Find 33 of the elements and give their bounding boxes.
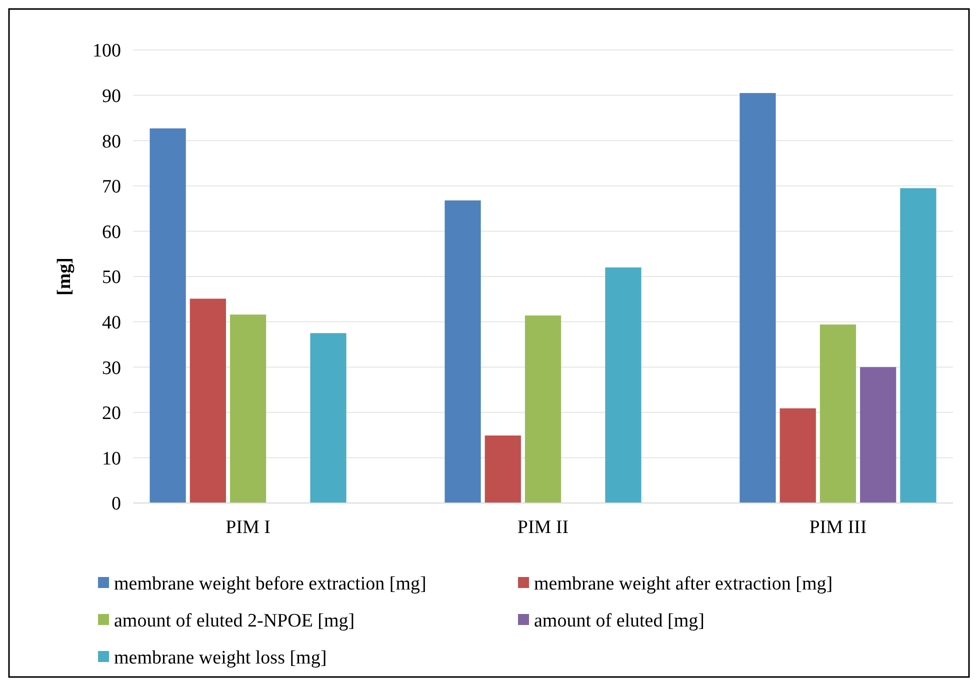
legend-label: amount of eluted 2-NPOE [mg] bbox=[114, 610, 355, 632]
bar bbox=[310, 333, 346, 503]
x-tick-label: PIM II bbox=[517, 517, 569, 538]
x-tick-label: PIM I bbox=[226, 517, 270, 538]
bar bbox=[150, 128, 186, 503]
y-tick-label: 40 bbox=[102, 312, 121, 334]
bar bbox=[605, 267, 642, 503]
bar bbox=[444, 200, 481, 503]
y-tick-label: 20 bbox=[102, 403, 121, 424]
legend-label: amount of eluted [mg] bbox=[534, 610, 704, 632]
legend-label: membrane weight after extraction [mg] bbox=[534, 574, 833, 595]
y-tick-label: 60 bbox=[102, 222, 121, 243]
y-tick-label: 50 bbox=[102, 267, 121, 288]
legend-label: membrane weight before extraction [mg] bbox=[114, 574, 426, 595]
bar bbox=[820, 324, 856, 503]
bar bbox=[190, 298, 226, 503]
x-tick-label: PIM III bbox=[809, 517, 867, 538]
y-tick-label: 30 bbox=[102, 358, 121, 379]
y-tick-label: 100 bbox=[92, 40, 121, 62]
bar bbox=[780, 408, 816, 503]
y-axis-title: [mg] bbox=[54, 258, 75, 296]
bar bbox=[230, 314, 266, 503]
y-tick-label: 70 bbox=[102, 176, 121, 198]
bar bbox=[740, 93, 776, 503]
y-tick-label: 10 bbox=[102, 448, 121, 470]
bar bbox=[524, 315, 562, 503]
legend-label: membrane weight loss [mg] bbox=[114, 648, 327, 669]
bar bbox=[484, 436, 521, 503]
y-tick-label: 80 bbox=[102, 131, 121, 152]
y-tick-label: 90 bbox=[102, 86, 121, 107]
bar bbox=[860, 367, 896, 503]
bar bbox=[900, 188, 936, 503]
y-tick-label: 0 bbox=[112, 494, 121, 515]
